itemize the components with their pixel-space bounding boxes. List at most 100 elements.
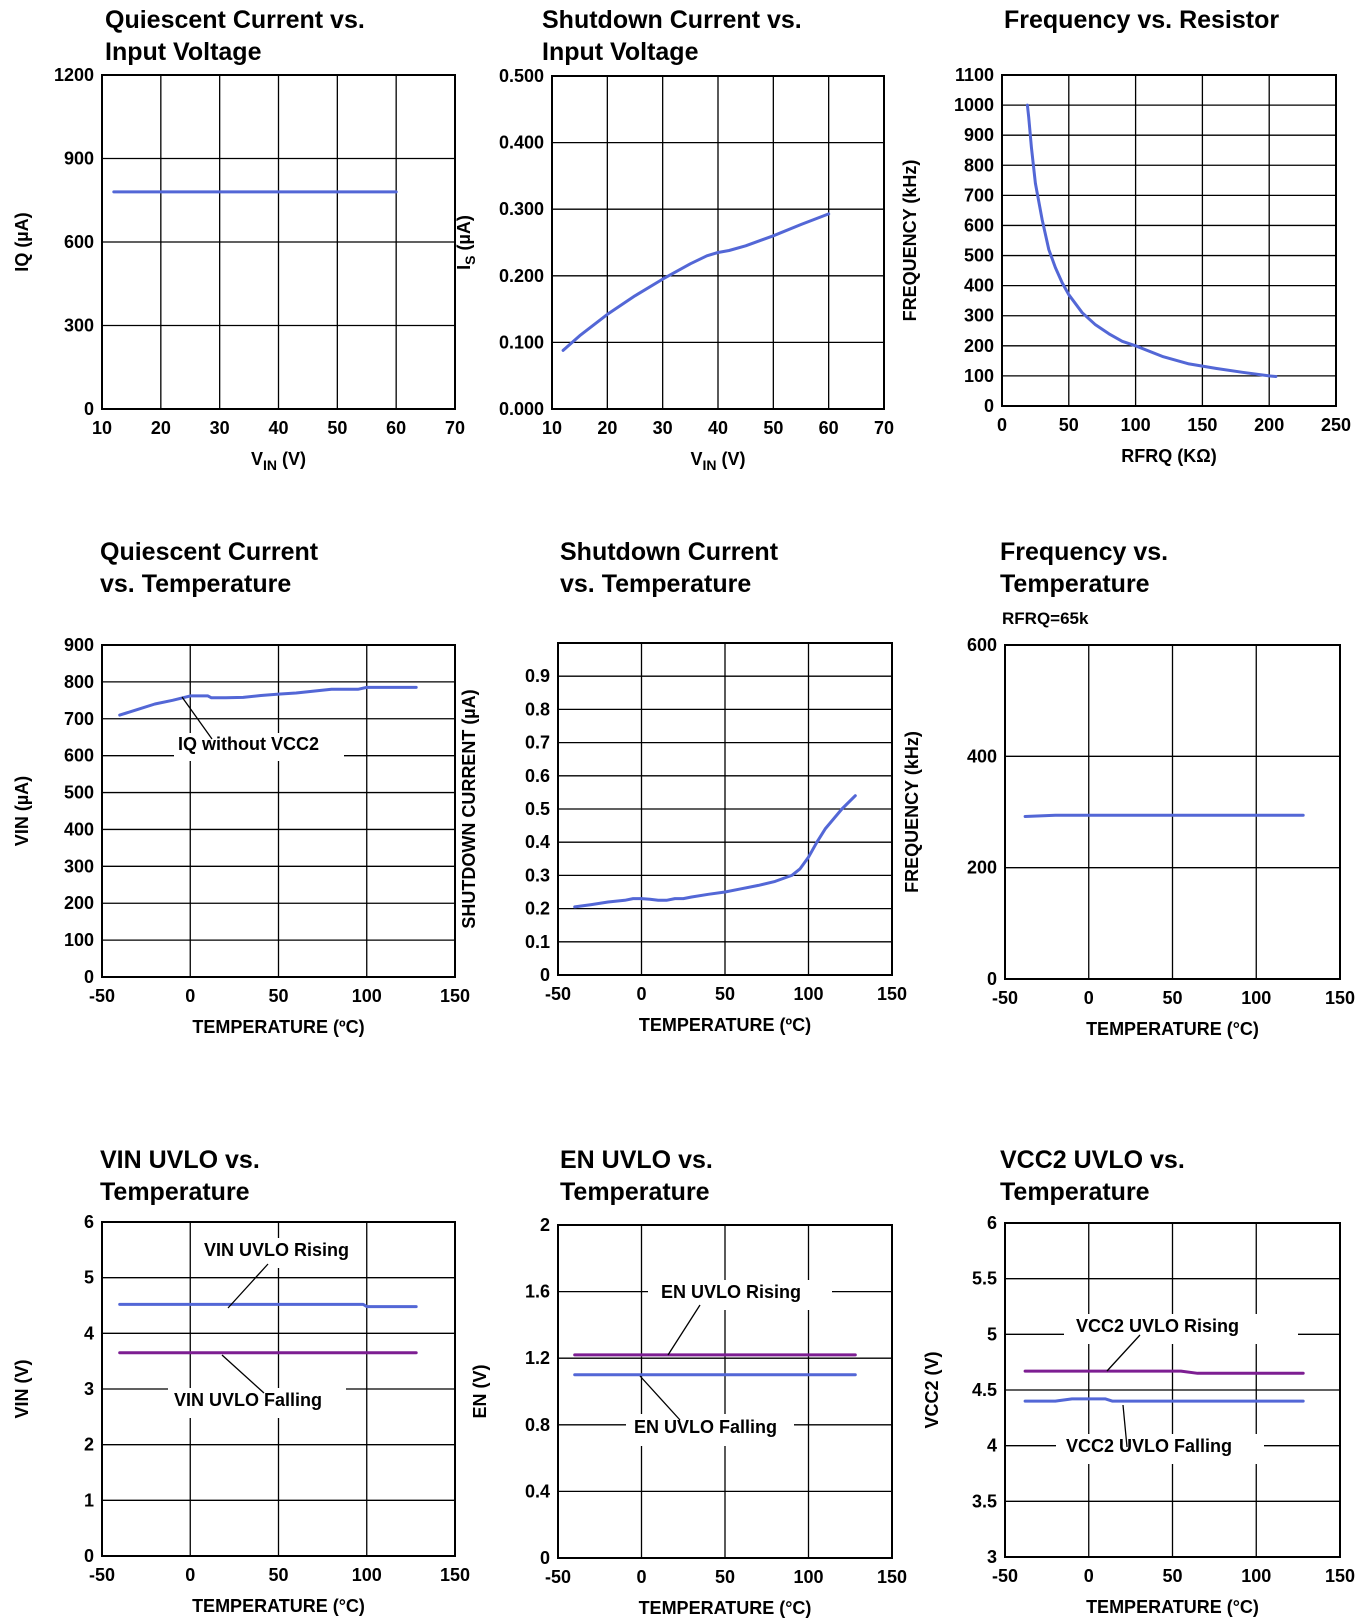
annotation-label: VCC2 UVLO Falling: [1066, 1436, 1232, 1456]
y-tick-label: 4: [84, 1323, 94, 1343]
x-axis-label-sub: IN: [263, 457, 277, 473]
x-tick-label: 0: [185, 1565, 195, 1585]
x-tick-label: 70: [874, 418, 894, 438]
x-tick-label: -50: [89, 986, 115, 1006]
y-tick-label: 700: [964, 185, 994, 205]
y-tick-label: 200: [964, 336, 994, 356]
x-tick-label: 100: [352, 986, 382, 1006]
y-tick-label: 200: [64, 893, 94, 913]
x-axis-label-main: V: [690, 449, 702, 469]
x-axis-label: TEMPERATURE (°C): [192, 1596, 365, 1616]
x-axis-label: TEMPERATURE (ºC): [192, 1017, 364, 1037]
x-axis-label-unit: (V): [277, 449, 306, 469]
y-tick-label: 2: [84, 1435, 94, 1455]
y-axis-label: SHUTDOWN CURRENT (µA): [459, 689, 479, 928]
y-tick-label: 900: [964, 125, 994, 145]
x-tick-label: 150: [440, 1565, 470, 1585]
chart-3: Frequency vs. Resistor 0 50 100 150 200 250 0 10…: [900, 6, 1351, 466]
y-tick-label: 0.7: [525, 733, 550, 753]
y-axis-label-main: I: [454, 265, 474, 270]
x-tick-label: 50: [1059, 415, 1079, 435]
x-tick-label: 60: [386, 418, 406, 438]
y-tick-label: 0.200: [499, 266, 544, 286]
y-tick-label: 3: [987, 1547, 997, 1567]
annotation-leader: [639, 1375, 681, 1421]
y-tick-label: 0: [987, 969, 997, 989]
y-tick-label: 900: [64, 149, 94, 169]
x-tick-label: 100: [1241, 988, 1271, 1008]
chart-title: Quiescent Current: [100, 538, 319, 566]
annotation-leader: [1122, 1404, 1128, 1448]
y-tick-label: 0: [984, 396, 994, 416]
y-axis-label: VIN (V): [12, 1359, 32, 1418]
x-tick-label: 150: [877, 1567, 907, 1587]
annotation-leader: [1106, 1334, 1141, 1372]
y-tick-label: 600: [964, 215, 994, 235]
x-tick-label: 150: [1187, 415, 1217, 435]
chart-7: VIN UVLO vs.Temperature-50 0 50 100 15001234…: [12, 1146, 470, 1616]
chart-title: Input Voltage: [542, 38, 699, 66]
y-axis-label-sub: S: [462, 256, 478, 265]
x-tick-label: 0: [997, 415, 1007, 435]
chart-title: VIN UVLO vs.: [100, 1146, 260, 1174]
x-tick-label: 50: [715, 984, 735, 1004]
x-tick-label: 50: [1162, 1566, 1182, 1586]
y-tick-label: 400: [64, 819, 94, 839]
x-tick-label: 10: [92, 418, 112, 438]
y-tick-label: 1000: [954, 95, 994, 115]
chart-title: Quiescent Current vs.: [105, 6, 365, 34]
y-tick-label: 300: [964, 306, 994, 326]
series-line: [1023, 813, 1305, 818]
annotation-background: [168, 1388, 346, 1418]
y-tick-label: 0.8: [525, 699, 550, 719]
plot-frame: [557, 642, 893, 976]
y-tick-label: 0: [84, 399, 94, 419]
annotation-label: VIN UVLO Rising: [204, 1240, 349, 1260]
annotation-leader: [227, 1263, 269, 1309]
plot-frame: [1004, 1222, 1341, 1558]
x-axis-label: TEMPERATURE (°C): [1086, 1597, 1259, 1617]
y-tick-label: 6: [987, 1213, 997, 1233]
annotation-label: EN UVLO Falling: [634, 1417, 777, 1437]
y-axis-label: IS (µA): [454, 215, 478, 270]
x-tick-label: -50: [992, 988, 1018, 1008]
x-tick-label: 150: [1325, 1566, 1355, 1586]
x-tick-label: 100: [793, 984, 823, 1004]
x-tick-label: 30: [210, 418, 230, 438]
annotation-background: [648, 1280, 832, 1310]
x-tick-label: 150: [877, 984, 907, 1004]
plot-frame: [551, 75, 885, 410]
y-tick-label: 0.6: [525, 766, 550, 786]
y-axis-label: VCC2 (V): [922, 1351, 942, 1428]
chart-title: Frequency vs. Resistor: [1004, 6, 1279, 34]
y-tick-label: 0.000: [499, 399, 544, 419]
x-tick-label: 50: [268, 1565, 288, 1585]
x-tick-label: 100: [1121, 415, 1151, 435]
chart-title: Frequency vs.: [1000, 538, 1168, 566]
x-tick-label: 150: [1325, 988, 1355, 1008]
plot-frame: [101, 1221, 456, 1557]
series-line: [1023, 1369, 1305, 1375]
y-tick-label: 0.500: [499, 66, 544, 86]
chart-8: EN UVLO vs.Temperature-50 0 50 100 15000.40.…: [470, 1146, 907, 1618]
y-axis-label: VIN (µA): [12, 776, 32, 846]
x-tick-label: 50: [763, 418, 783, 438]
x-tick-label: 0: [1084, 1566, 1094, 1586]
chart-title: EN UVLO vs.: [560, 1146, 713, 1174]
chart-title: Temperature: [560, 1178, 710, 1206]
series-line: [118, 1302, 418, 1309]
x-tick-label: 10: [542, 418, 562, 438]
x-tick-label: 60: [819, 418, 839, 438]
x-tick-label: 50: [268, 986, 288, 1006]
y-tick-label: 5.5: [972, 1269, 997, 1289]
y-tick-label: 700: [64, 709, 94, 729]
x-tick-label: 150: [440, 986, 470, 1006]
annotation-leader: [181, 696, 213, 740]
annotation-label: IQ without VCC2: [178, 734, 319, 754]
y-axis-label: EN (V): [470, 1364, 490, 1418]
chart-title: vs. Temperature: [100, 570, 291, 598]
y-tick-label: 1.6: [525, 1282, 550, 1302]
x-tick-label: 0: [636, 984, 646, 1004]
x-axis-label-unit: (V): [717, 449, 746, 469]
